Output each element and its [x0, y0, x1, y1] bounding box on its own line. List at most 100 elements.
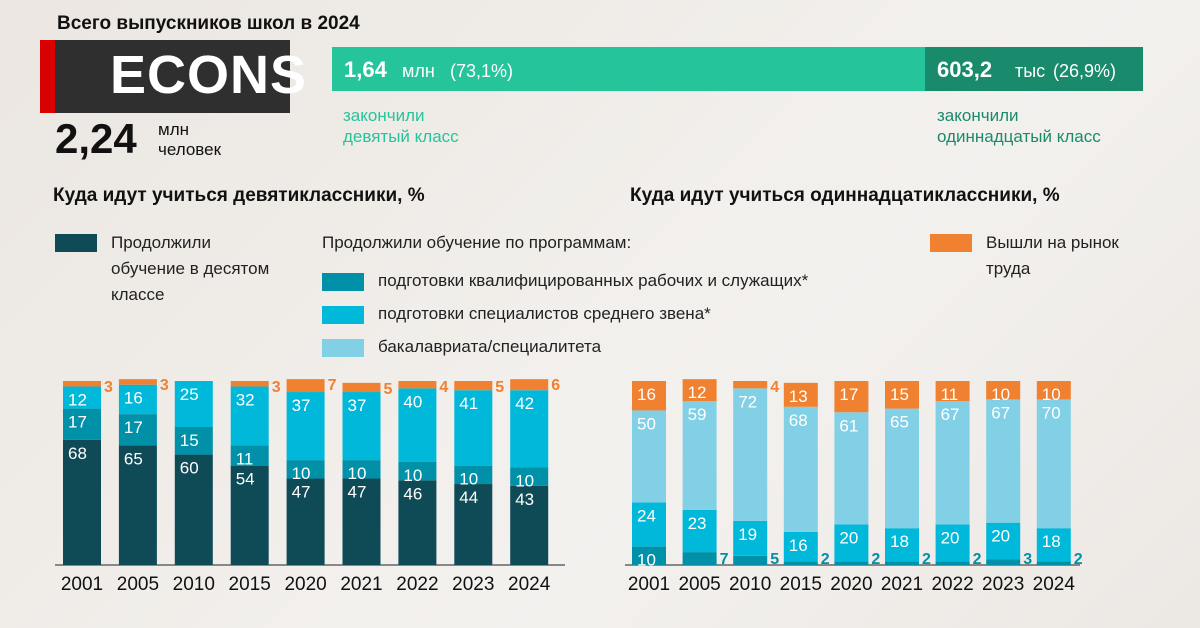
- x-tick-label: 2024: [508, 574, 551, 595]
- bar-workers-2005: [118, 414, 157, 446]
- bar-workers-2010: [733, 555, 768, 565]
- bar-mid-2001: [63, 386, 101, 409]
- data-label: 72: [738, 392, 757, 411]
- data-label: 2: [821, 551, 830, 568]
- bar-mid-2005: [118, 384, 157, 415]
- bar-bach-2020: [834, 412, 869, 525]
- data-label: 47: [348, 483, 367, 502]
- bar-mid-2005: [682, 509, 717, 553]
- bar-mid-2020: [286, 392, 325, 461]
- data-label: 16: [637, 385, 656, 404]
- bar-workers-2001: [632, 546, 666, 565]
- bar-workers-2015: [783, 561, 818, 565]
- bar-mid-2020: [834, 524, 869, 562]
- bar-workers-2010: [174, 427, 213, 455]
- bar-bach-2021: [885, 408, 919, 529]
- x-tick-label: 2005: [117, 574, 159, 595]
- bar-bach-2001: [632, 410, 666, 503]
- bar-mid-2010: [733, 520, 768, 556]
- x-tick-label: 2015: [229, 574, 271, 595]
- data-label: 60: [180, 459, 199, 478]
- x-tick-label: 2010: [173, 574, 215, 595]
- x-tick-label: 2022: [396, 574, 438, 595]
- chart-title-ninth: Куда идут учиться девятиклассники, %: [53, 185, 425, 206]
- bar-school-2024: [510, 485, 549, 565]
- bar-labor-2023: [454, 381, 493, 391]
- bar-bach-2022: [935, 401, 970, 525]
- data-label: 68: [789, 411, 808, 430]
- data-label: 2: [1074, 551, 1083, 568]
- bar-mid-2001: [632, 502, 666, 547]
- bar-labor-2021: [342, 382, 381, 393]
- bar-bach-2005: [682, 401, 717, 510]
- data-label: 10: [637, 551, 656, 570]
- bar-labor-2001: [63, 381, 101, 387]
- bar-mid-2022: [398, 388, 437, 462]
- data-label: 3: [104, 379, 113, 396]
- x-tick-label: 2001: [61, 574, 103, 595]
- data-label: 5: [770, 551, 779, 568]
- x-tick-label: 2010: [729, 574, 771, 595]
- x-tick-label: 2015: [780, 574, 822, 595]
- bar-mid-2021: [342, 392, 381, 461]
- bar-workers-2022: [935, 561, 970, 565]
- chart-title-eleventh: Куда идут учиться одиннадцатиклассники, …: [630, 185, 1060, 206]
- bar-labor-2015: [783, 382, 818, 407]
- data-label: 42: [515, 394, 534, 413]
- bar-mid-2015: [783, 531, 818, 562]
- bar-school-2005: [118, 445, 157, 565]
- data-label: 2: [973, 551, 982, 568]
- data-label: 10: [991, 385, 1010, 404]
- bar-workers-2020: [834, 561, 869, 565]
- bar-labor-2010: [733, 381, 768, 389]
- bar-labor-2020: [286, 379, 325, 393]
- data-label: 70: [1042, 403, 1061, 422]
- data-label: 67: [941, 405, 960, 424]
- bar-workers-2021: [885, 561, 919, 565]
- data-label: 50: [637, 414, 656, 433]
- data-label: 41: [459, 394, 478, 413]
- data-label: 4: [770, 379, 779, 396]
- legend-school: Продолжили обучение в десятом классе: [55, 230, 281, 308]
- data-label: 32: [236, 391, 255, 410]
- bar-labor-2005: [118, 379, 157, 385]
- data-label: 46: [403, 484, 422, 503]
- bar-labor-2024: [510, 379, 549, 391]
- data-label: 11: [941, 385, 959, 404]
- data-label: 10: [403, 466, 422, 485]
- bar-bach-2023: [986, 399, 1021, 523]
- bar-workers-2015: [230, 445, 269, 466]
- data-label: 4: [439, 379, 448, 396]
- data-label: 10: [348, 464, 367, 483]
- data-label: 17: [124, 418, 143, 437]
- legend-mid: подготовки специалистов среднего звена*: [322, 301, 711, 327]
- data-label: 43: [515, 490, 534, 509]
- bar-school-2022: [398, 480, 437, 565]
- data-label: 15: [180, 431, 199, 450]
- bar-school-2021: [342, 478, 381, 565]
- data-label: 44: [459, 488, 478, 507]
- total-value: 2,24: [55, 115, 137, 162]
- bar-workers-2023: [986, 559, 1021, 565]
- x-tick-label: 2021: [881, 574, 923, 595]
- data-label: 17: [68, 413, 87, 432]
- data-label: 65: [890, 413, 909, 432]
- data-label: 7: [720, 551, 729, 568]
- data-label: 10: [515, 471, 534, 490]
- x-tick-label: 2021: [340, 574, 382, 595]
- data-label: 37: [292, 396, 311, 415]
- bar-school-2015: [230, 465, 269, 565]
- bar-workers-2001: [63, 408, 101, 440]
- data-label: 11: [236, 449, 254, 468]
- bar-mid-2021: [885, 528, 919, 562]
- bar-school-2023: [454, 484, 493, 565]
- eleventh-share-bar: 603,2 тыс (26,9%): [925, 47, 1143, 91]
- bar-workers-2024: [510, 467, 549, 486]
- bar-labor-2015: [230, 381, 269, 387]
- x-tick-label: 2001: [628, 574, 670, 595]
- bar-workers-2021: [342, 460, 381, 479]
- bar-workers-2020: [286, 460, 325, 479]
- x-tick-label: 2022: [931, 574, 973, 595]
- data-label: 20: [991, 527, 1010, 546]
- bar-mid-2015: [230, 386, 269, 446]
